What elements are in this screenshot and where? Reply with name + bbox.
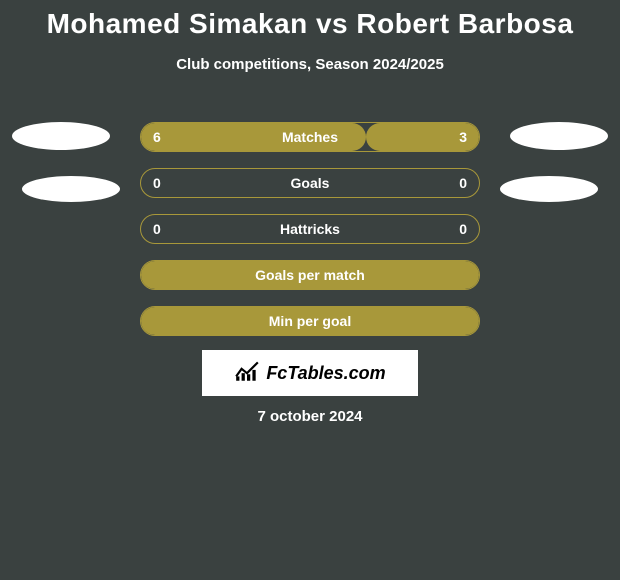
brand-icon xyxy=(234,360,260,387)
player-right-badge-1 xyxy=(510,122,608,150)
stat-row: Min per goal xyxy=(140,306,480,336)
player-left-badge-2 xyxy=(22,176,120,202)
stat-label: Hattricks xyxy=(280,221,340,237)
stat-value-left: 0 xyxy=(153,175,161,191)
stat-row: 0 0 Hattricks xyxy=(140,214,480,244)
page-title: Mohamed Simakan vs Robert Barbosa xyxy=(0,0,620,40)
stat-row: Goals per match xyxy=(140,260,480,290)
brand-text: FcTables.com xyxy=(266,363,385,384)
date-text: 7 october 2024 xyxy=(0,408,620,425)
stat-row: 6 3 Matches xyxy=(140,122,480,152)
stat-label: Goals per match xyxy=(255,267,365,283)
stat-value-left: 6 xyxy=(153,129,161,145)
stat-label: Min per goal xyxy=(269,313,351,329)
comparison-card: Mohamed Simakan vs Robert Barbosa Club c… xyxy=(0,0,620,580)
stat-value-right: 0 xyxy=(459,221,467,237)
player-right-badge-2 xyxy=(500,176,598,202)
stat-value-right: 3 xyxy=(459,129,467,145)
player-left-badge-1 xyxy=(12,122,110,150)
stats-list: 6 3 Matches 0 0 Goals 0 0 Hattricks Goals per mat… xyxy=(140,122,480,352)
stat-value-right: 0 xyxy=(459,175,467,191)
brand-badge: FcTables.com xyxy=(202,350,418,396)
stat-label: Goals xyxy=(291,175,330,191)
stat-row: 0 0 Goals xyxy=(140,168,480,198)
stat-label: Matches xyxy=(282,129,338,145)
stat-value-left: 0 xyxy=(153,221,161,237)
page-subtitle: Club competitions, Season 2024/2025 xyxy=(0,56,620,73)
